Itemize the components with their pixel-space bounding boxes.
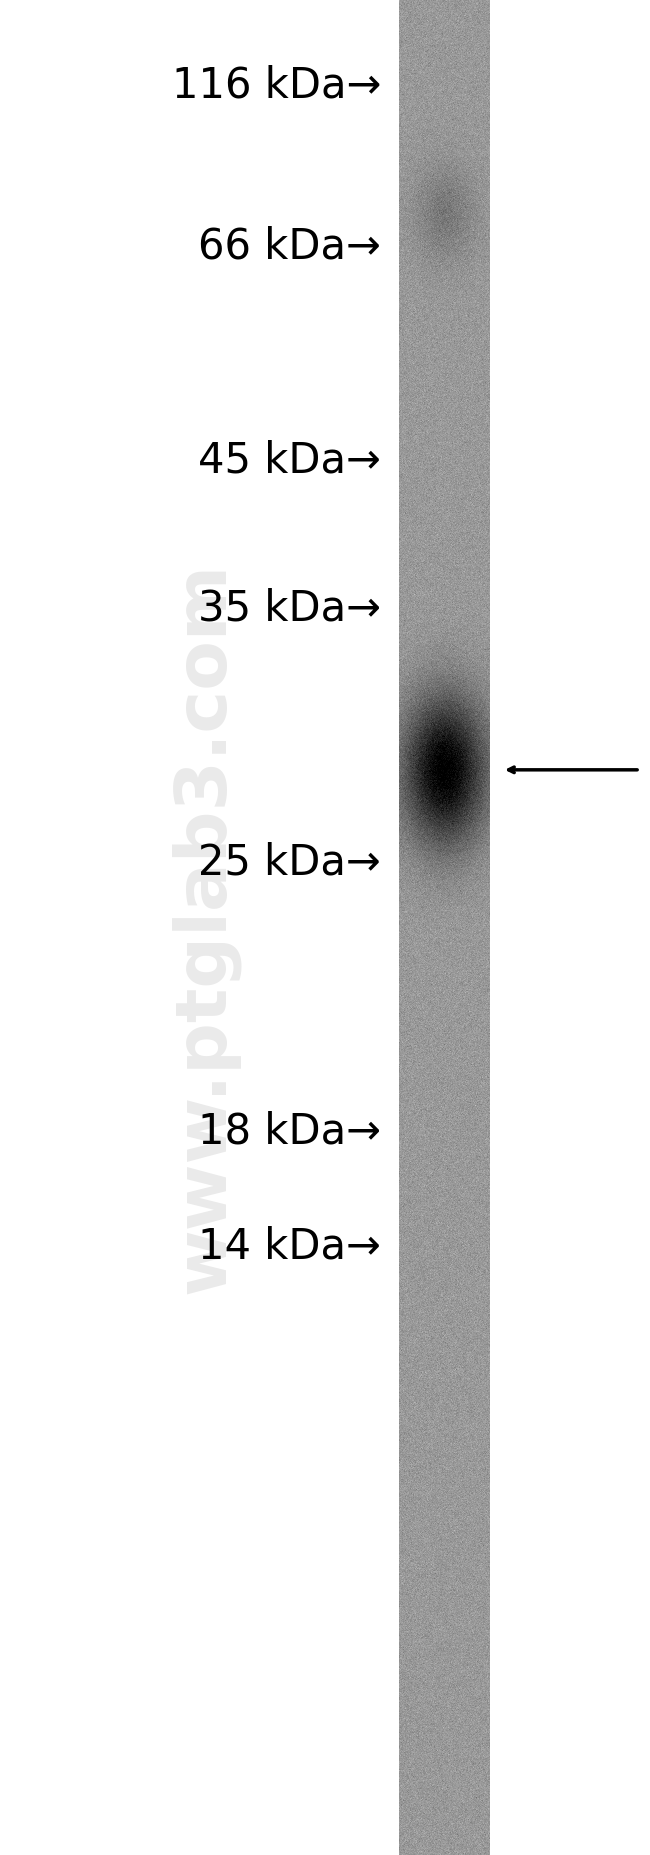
Text: 18 kDa→: 18 kDa→	[198, 1111, 381, 1152]
Text: 35 kDa→: 35 kDa→	[198, 588, 381, 629]
Text: 25 kDa→: 25 kDa→	[198, 842, 381, 883]
Text: 14 kDa→: 14 kDa→	[198, 1226, 381, 1267]
Text: 66 kDa→: 66 kDa→	[198, 226, 381, 267]
Text: 116 kDa→: 116 kDa→	[172, 65, 381, 106]
Text: www.ptglab3.com: www.ptglab3.com	[170, 562, 239, 1293]
Text: 45 kDa→: 45 kDa→	[198, 440, 381, 480]
